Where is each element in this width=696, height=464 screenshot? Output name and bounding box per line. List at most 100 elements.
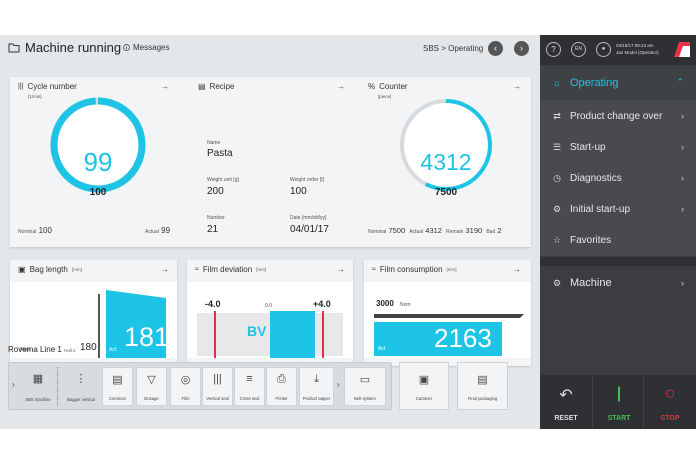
cycle-unit: [1/min] [28,94,42,99]
film-consumption-unit: [mm] [446,267,457,272]
reset-label: RESET [554,415,578,422]
film-deviation-unit: [mm] [256,267,267,272]
nav-back-button[interactable]: ‹ [488,41,503,56]
counter-nominal-value: 7500 [388,226,406,235]
cycle-header: ||| Cycle number [18,82,77,91]
bag-length-detail-arrow[interactable]: → [161,265,169,274]
tapper-icon: ⤓ [314,373,319,385]
tool-bagger-vertical[interactable]: ⋮ Bagger vertical [62,367,100,406]
tool-final-packaging[interactable]: ▤ Final packaging [457,362,508,410]
sidebar-item-product-change-over[interactable]: ⇄ Product change over › [540,101,696,132]
film-deviation-header: ≈ Film deviation [mm] [195,265,266,274]
deviation-zero: 0.0 [265,303,272,309]
bag-act-label: Act [109,347,117,353]
start-button[interactable]: | START [592,375,644,429]
help-button[interactable]: ? [546,42,561,57]
counter-gauge [400,99,492,191]
consumption-nom-label: Nom [400,302,411,308]
messages-link[interactable]: Messages [123,43,169,52]
film-consumption-detail-arrow[interactable]: → [513,265,521,274]
counter-remain-value: 3190 [465,226,483,235]
bag-nom-label: Nom [20,347,31,353]
top-bar: Machine running Messages SBS > Operating… [0,35,540,63]
machine-line-title: Rovema Line 1 Hall 2 [8,345,76,354]
weight-unit-value: 200 [207,186,224,197]
tool-label: SBS machine [25,397,51,402]
tool-product-tapper[interactable]: ⤓ Product tapper [299,367,334,406]
weight-order-label: Weight order [t] [290,177,325,183]
tool-label: Common [109,396,126,401]
counter-gauge-arc [400,99,492,191]
start-icon: | [616,385,622,402]
sidebar-item-start-up[interactable]: ☰ Start-up › [540,132,696,163]
ruler-icon: ▣ [18,265,26,274]
sidebar-item-operating[interactable]: ⌂ Operating ⌃ [540,65,696,101]
language-button[interactable]: EN [571,42,586,57]
tool-film[interactable]: ◎ Film [170,367,201,406]
sidebar-item-label: Diagnostics [570,172,622,184]
deviation-max: +4.0 [313,299,331,309]
tool-label: Belt system [354,396,376,401]
initial-startup-icon: ⚙ [552,203,562,214]
chevron-right-icon: › [681,142,684,152]
reset-button[interactable]: ↶ RESET [540,375,592,429]
brand-logo-icon [674,42,690,57]
bag-length-title: Bag length [29,265,68,274]
recipe-date-label: Date [mm/dd/yy] [290,215,327,221]
film-consumption-header: ≈ Film consumption [mm] [372,265,457,274]
sidebar-item-favorites[interactable]: ☆ Favorites [540,225,696,256]
breadcrumb[interactable]: SBS > Operating [423,44,484,53]
user-datetime: 04/18/17 08:43 am [616,43,654,48]
tray-scroll-right[interactable]: › [337,380,340,389]
counter-value: 4312 [420,149,472,175]
tool-common[interactable]: ▤ Common [102,367,133,406]
sidebar-item-machine[interactable]: ⚙ Machine › [540,266,696,300]
tool-printer[interactable]: ⎙ Printer [266,367,297,406]
recipe-number-value: 21 [207,224,219,235]
cycle-detail-arrow[interactable]: → [161,82,169,91]
recipe-title: Recipe [209,82,235,91]
film-consumption-card: ≈ Film consumption [mm] → 3000 Nom Act 2… [364,260,531,366]
tray-scroll-left[interactable]: › [12,380,15,389]
recipe-header: ▤ Recipe [198,82,234,91]
diagnostics-icon: ◷ [553,172,561,183]
recipe-name: Pasta [207,148,233,159]
tool-belt-system[interactable]: ▭ Belt system [344,367,386,406]
chevron-right-icon: › [681,111,684,121]
sidebar-item-initial-start-up[interactable]: ⚙ Initial start-up › [540,194,696,225]
machine-line-name: Rovema Line 1 [8,345,62,354]
stop-icon: ○ [664,383,676,403]
sidebar-item-label: Favorites [570,235,612,246]
tool-vertical-seal[interactable]: ||| Vertical seal [202,367,233,406]
sidebar-item-label: Operating [570,76,619,89]
cartoner-icon: ▣ [418,374,430,386]
page-title: Machine running [8,40,121,55]
star-icon: ☆ [552,235,562,245]
dosage-icon: ▽ [147,374,156,386]
sidebar-item-diagnostics[interactable]: ◷ Diagnostics › [540,163,696,194]
tool-cross-seal[interactable]: ≡ Cross seal [234,367,265,406]
counter-gauge-face [402,101,490,189]
percent-icon: % [368,82,376,91]
chevron-left-icon: ‹ [494,43,497,53]
user-avatar-icon[interactable]: ● [596,42,611,57]
control-bar: ↶ RESET | START ○ STOP [540,375,696,429]
recipe-detail-arrow[interactable]: → [337,82,345,91]
page-title-text: Machine running [25,40,122,55]
tray-divider [57,367,60,406]
tool-dosage[interactable]: ▽ Dosage [136,367,167,406]
nav-forward-button[interactable]: › [514,41,529,56]
film-deviation-detail-arrow[interactable]: → [337,265,345,274]
recipe-date-value: 04/01/17 [290,224,329,235]
stop-button[interactable]: ○ STOP [644,375,696,429]
counter-detail-arrow[interactable]: → [513,82,521,91]
counter-remain-label: Remain [446,229,464,235]
tool-cartoner[interactable]: ▣ Cartoner [399,362,449,410]
consumption-act-value: 2163 [434,323,492,353]
tool-sbs-machine[interactable]: ▦ SBS machine [20,367,56,406]
wave-icon: ≈ [195,266,199,273]
counter-stats: Nominal 7500 Actual 4312 Remain 3190 Bad… [368,226,502,235]
tool-label: Film [181,396,190,401]
cycle-sub-value: 100 [89,187,107,198]
counter-sub-value: 7500 [434,187,458,198]
